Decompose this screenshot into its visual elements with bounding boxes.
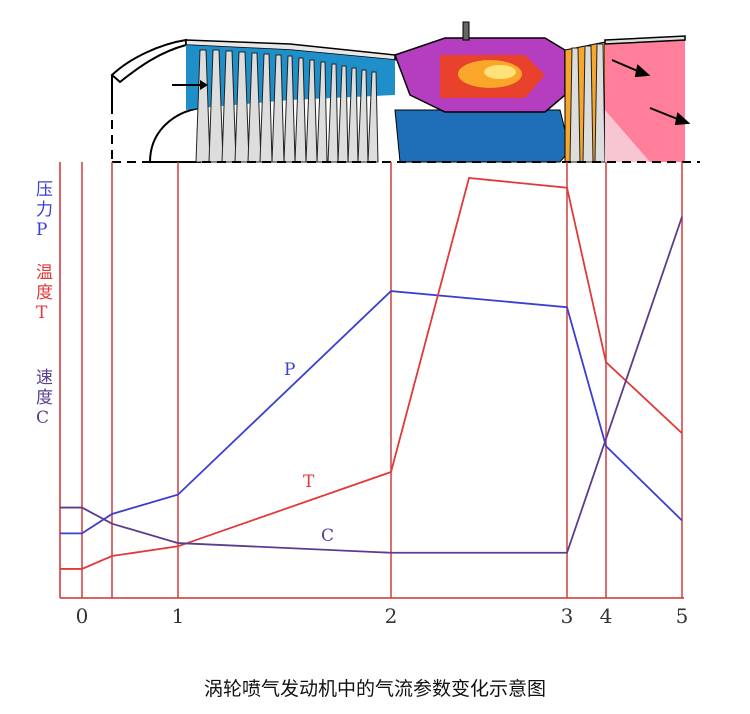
series-label-p: P xyxy=(284,360,296,380)
pressure-label-char-1: 压 xyxy=(36,180,53,200)
velocity-label-char-1: 速 xyxy=(36,368,53,388)
series-label-c: C xyxy=(321,526,335,546)
temperature-label-char-1: 温 xyxy=(36,263,53,283)
velocity-axis-label: 速 度 C xyxy=(36,368,53,428)
engine-cross-section xyxy=(110,21,700,163)
turbine-blades xyxy=(569,43,606,163)
x-tick-label-2: 2 xyxy=(384,604,398,628)
exhaust-flow-arrows xyxy=(611,59,691,126)
pressure-label-char-3: P xyxy=(36,220,48,240)
exhaust-cone xyxy=(605,110,650,162)
inlet-flow-arrow xyxy=(172,80,208,90)
temperature-axis-label: 温 度 T xyxy=(36,263,53,323)
x-tick-label-3: 3 xyxy=(560,604,574,628)
figure-caption: 涡轮喷气发动机中的气流参数变化示意图 xyxy=(203,678,546,700)
x-tick-label-1: 1 xyxy=(171,604,185,628)
spinner xyxy=(148,106,201,163)
pressure-label-char-2: 力 xyxy=(36,200,53,220)
series-line-p xyxy=(60,290,683,535)
nozzle-casing xyxy=(604,35,686,45)
series-line-c xyxy=(60,216,683,554)
station-lines xyxy=(81,162,683,598)
velocity-label-char-2: 度 xyxy=(36,388,53,408)
temperature-label-char-2: 度 xyxy=(36,283,53,303)
x-tick-label-5: 5 xyxy=(675,604,689,628)
chart-area xyxy=(59,162,684,599)
igniter xyxy=(462,21,470,41)
exhaust-nozzle xyxy=(605,40,685,162)
velocity-label-char-3: C xyxy=(36,408,50,428)
engine-shaft xyxy=(394,109,571,163)
series-lines xyxy=(60,177,683,570)
x-tick-label-4: 4 xyxy=(599,604,613,628)
series-label-t: T xyxy=(303,472,315,492)
series-line-t xyxy=(60,177,683,570)
inlet-nacelle xyxy=(110,38,187,84)
pressure-axis-label: 压 力 P xyxy=(36,180,53,240)
x-tick-label-0: 0 xyxy=(75,604,89,628)
flame-hot-spot xyxy=(484,65,516,79)
temperature-label-char-3: T xyxy=(36,303,48,323)
